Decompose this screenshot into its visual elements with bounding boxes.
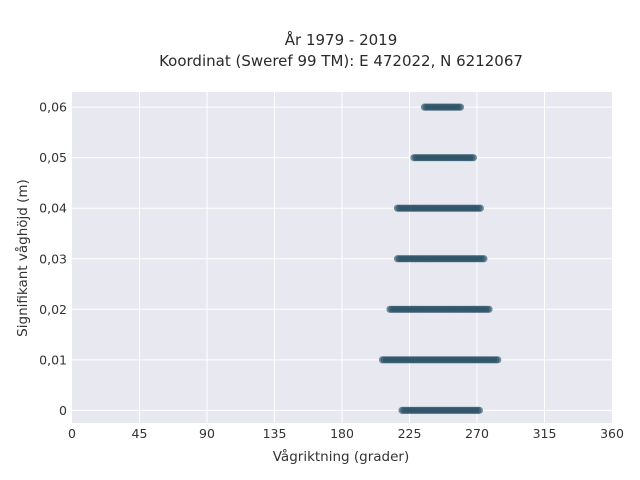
data-points [378,103,502,414]
data-point [485,305,493,313]
y-tick-label: 0,05 [39,150,67,165]
y-axis-ticks: 0 0,01 0,02 0,03 0,04 0,05 0,06 [39,100,67,418]
point-band [420,103,465,111]
point-band [393,204,484,212]
x-tick-label: 0 [68,426,76,441]
data-point [475,406,483,414]
x-tick-label: 180 [330,426,354,441]
data-point [476,204,484,212]
y-tick-label: 0,04 [39,201,67,216]
x-tick-label: 225 [398,426,422,441]
point-band [386,305,493,313]
data-point [480,255,488,263]
y-tick-label: 0,01 [39,352,67,367]
y-axis-title: Signifikant våghöjd (m) [14,179,31,337]
data-point [469,154,477,162]
chart-title-line-2: Koordinat (Sweref 99 TM): E 472022, N 62… [159,52,523,70]
y-tick-label: 0 [59,403,67,418]
y-tick-label: 0,03 [39,251,67,266]
x-tick-label: 360 [600,426,624,441]
x-tick-label: 45 [132,426,148,441]
y-tick-label: 0,02 [39,302,67,317]
data-point [494,356,502,364]
point-band [410,154,477,162]
x-tick-label: 135 [263,426,287,441]
y-tick-label: 0,06 [39,100,67,115]
x-axis-ticks: 0 45 90 135 180 225 270 315 360 [68,426,624,441]
point-band [393,255,488,263]
point-band [378,356,502,364]
point-band [398,406,483,414]
data-point [456,103,465,111]
x-tick-label: 90 [199,426,215,441]
x-tick-label: 270 [465,426,489,441]
x-tick-label: 315 [533,426,557,441]
chart-title-line-1: År 1979 - 2019 [285,30,398,49]
grid [72,92,612,423]
x-axis-title: Vågriktning (grader) [273,448,410,465]
